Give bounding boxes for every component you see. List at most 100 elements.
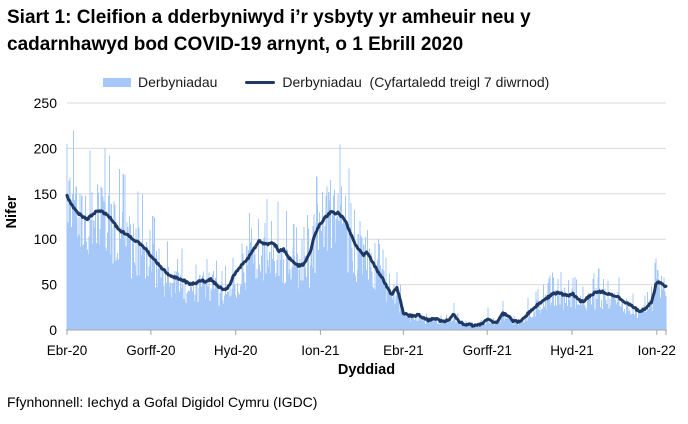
bar bbox=[525, 315, 527, 330]
bar bbox=[282, 283, 284, 330]
bar bbox=[136, 275, 138, 330]
bar bbox=[342, 215, 345, 330]
bar bbox=[93, 220, 95, 330]
bar bbox=[227, 291, 229, 330]
bar bbox=[257, 278, 259, 330]
bar bbox=[313, 213, 315, 330]
bar bbox=[485, 322, 487, 330]
bar bbox=[153, 243, 155, 330]
bar bbox=[633, 313, 635, 330]
bar bbox=[163, 285, 165, 330]
bar bbox=[189, 280, 192, 330]
x-axis-tick-labels: Ebr-20 Gorff-20 Hyd-20 Ion-21 Ebr-21 Gorff-21… bbox=[47, 343, 676, 358]
bar bbox=[521, 320, 523, 330]
bar bbox=[217, 282, 219, 330]
bar bbox=[162, 267, 164, 330]
x-axis-tick-label: Gorff-21 bbox=[463, 343, 512, 358]
bar bbox=[215, 260, 217, 330]
bar bbox=[381, 269, 383, 330]
page-title-line-1: Siart 1: Cleifion a dderbyniwyd i’r ysby… bbox=[7, 7, 531, 28]
bar bbox=[277, 201, 279, 330]
bar bbox=[421, 314, 423, 330]
bar bbox=[429, 318, 431, 330]
bar bbox=[413, 319, 415, 330]
bar bbox=[665, 295, 667, 330]
bar bbox=[426, 321, 428, 330]
legend-label-admissions: Derbyniadau bbox=[138, 74, 218, 90]
bar bbox=[174, 271, 176, 330]
bar bbox=[205, 278, 207, 330]
chart: 0 50 100 150 200 250 Ebr-20 Gorff-20 Hyd-20 Ion-2… bbox=[0, 94, 688, 386]
bar bbox=[290, 279, 292, 330]
bar bbox=[486, 318, 488, 330]
bar bbox=[437, 320, 439, 330]
bar bbox=[385, 257, 387, 330]
bar bbox=[632, 293, 634, 330]
bar bbox=[470, 325, 472, 330]
bar bbox=[259, 264, 261, 330]
bar bbox=[467, 324, 469, 330]
bar bbox=[214, 277, 216, 330]
bar bbox=[648, 299, 650, 330]
bar bbox=[593, 273, 595, 330]
bar bbox=[239, 286, 241, 330]
bar bbox=[263, 237, 265, 330]
bar bbox=[266, 198, 268, 330]
bar bbox=[416, 313, 418, 330]
bar bbox=[124, 175, 126, 330]
bar bbox=[583, 301, 585, 330]
bar bbox=[146, 246, 148, 330]
bar bbox=[484, 324, 486, 330]
bar bbox=[317, 204, 319, 330]
chart-svg: 0 50 100 150 200 250 Ebr-20 Gorff-20 Hyd-20 Ion-2… bbox=[4, 95, 676, 378]
bar bbox=[199, 275, 201, 330]
bar bbox=[166, 282, 168, 330]
bar bbox=[265, 273, 267, 330]
bar bbox=[221, 270, 223, 330]
bar bbox=[436, 323, 439, 330]
bar bbox=[339, 144, 341, 330]
bar bbox=[508, 319, 510, 330]
bar bbox=[398, 290, 400, 330]
bar bbox=[358, 249, 360, 330]
bar bbox=[522, 318, 524, 330]
bar bbox=[191, 290, 193, 330]
bar bbox=[455, 322, 457, 330]
bar bbox=[571, 289, 573, 330]
bar bbox=[389, 292, 392, 330]
bar bbox=[100, 186, 102, 330]
bar bbox=[419, 314, 421, 330]
bar bbox=[84, 195, 86, 330]
bar bbox=[98, 244, 100, 330]
average-line bbox=[65, 193, 668, 328]
bar bbox=[428, 317, 430, 330]
bar bbox=[406, 317, 408, 330]
bar bbox=[434, 317, 436, 330]
bar bbox=[472, 326, 474, 330]
bar bbox=[384, 282, 386, 330]
bar bbox=[308, 287, 310, 330]
bar bbox=[529, 311, 531, 330]
bar bbox=[468, 324, 470, 330]
bar bbox=[268, 266, 270, 330]
bar bbox=[315, 222, 317, 330]
bar bbox=[491, 322, 493, 330]
bar bbox=[119, 169, 121, 330]
bar bbox=[209, 301, 211, 330]
bar bbox=[336, 216, 338, 330]
bar bbox=[483, 322, 485, 330]
bar bbox=[388, 289, 390, 330]
bar bbox=[538, 310, 540, 330]
bar bbox=[495, 320, 497, 330]
bar bbox=[212, 274, 214, 330]
bar bbox=[528, 317, 530, 330]
bar bbox=[435, 318, 437, 330]
bar bbox=[564, 287, 566, 330]
bar bbox=[123, 239, 125, 330]
bar bbox=[109, 255, 111, 330]
bar bbox=[112, 263, 114, 330]
bar bbox=[111, 228, 113, 330]
bar bbox=[517, 321, 519, 330]
bar bbox=[645, 312, 647, 330]
bar bbox=[619, 305, 621, 330]
